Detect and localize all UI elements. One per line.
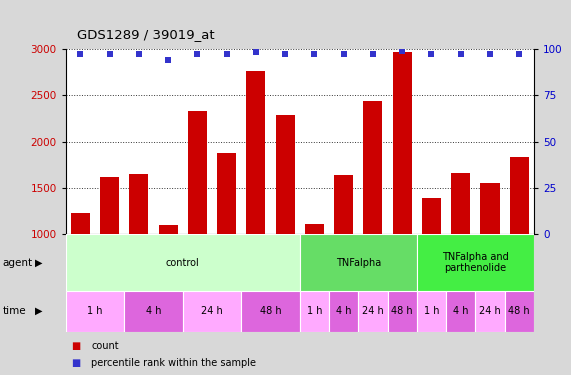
Text: TNFalpha: TNFalpha [336,258,381,267]
Bar [388,291,417,332]
Text: ■: ■ [71,358,81,368]
Bar [475,291,505,332]
Text: time: time [3,306,26,316]
Text: 24 h: 24 h [362,306,384,316]
Bar [329,291,359,332]
Bar [241,291,300,332]
Bar [276,115,295,234]
Text: agent: agent [3,258,33,267]
Text: 48 h: 48 h [508,306,530,316]
Bar [417,291,446,332]
Bar [246,71,266,234]
Bar [71,213,90,234]
Bar [451,173,471,234]
Text: ▶: ▶ [35,306,43,316]
Text: count: count [91,340,119,351]
Bar [100,177,119,234]
Text: 48 h: 48 h [391,306,413,316]
Bar [159,225,178,234]
Bar [217,153,236,234]
Bar [480,183,500,234]
Bar [66,234,300,291]
Text: 24 h: 24 h [201,306,223,316]
Text: GDS1289 / 39019_at: GDS1289 / 39019_at [77,28,215,41]
Text: 4 h: 4 h [453,306,468,316]
Bar [129,174,148,234]
Bar [124,291,183,332]
Bar [183,291,241,332]
Bar [363,101,383,234]
Text: 1 h: 1 h [424,306,439,316]
Text: TNFalpha and
parthenolide: TNFalpha and parthenolide [442,252,509,273]
Text: 1 h: 1 h [87,306,103,316]
Bar [334,175,353,234]
Text: 4 h: 4 h [336,306,351,316]
Bar [305,224,324,234]
Bar [300,234,417,291]
Text: 24 h: 24 h [479,306,501,316]
Bar [417,234,534,291]
Bar [188,111,207,234]
Bar [422,198,441,234]
Text: percentile rank within the sample: percentile rank within the sample [91,358,256,368]
Text: 1 h: 1 h [307,306,322,316]
Bar [393,53,412,234]
Bar [66,291,124,332]
Text: 4 h: 4 h [146,306,161,316]
Bar [510,158,529,234]
Bar [505,291,534,332]
Text: control: control [166,258,200,267]
Bar [359,291,388,332]
Text: ▶: ▶ [35,258,43,267]
Bar [446,291,475,332]
Text: ■: ■ [71,340,81,351]
Bar [300,291,329,332]
Text: 48 h: 48 h [260,306,282,316]
